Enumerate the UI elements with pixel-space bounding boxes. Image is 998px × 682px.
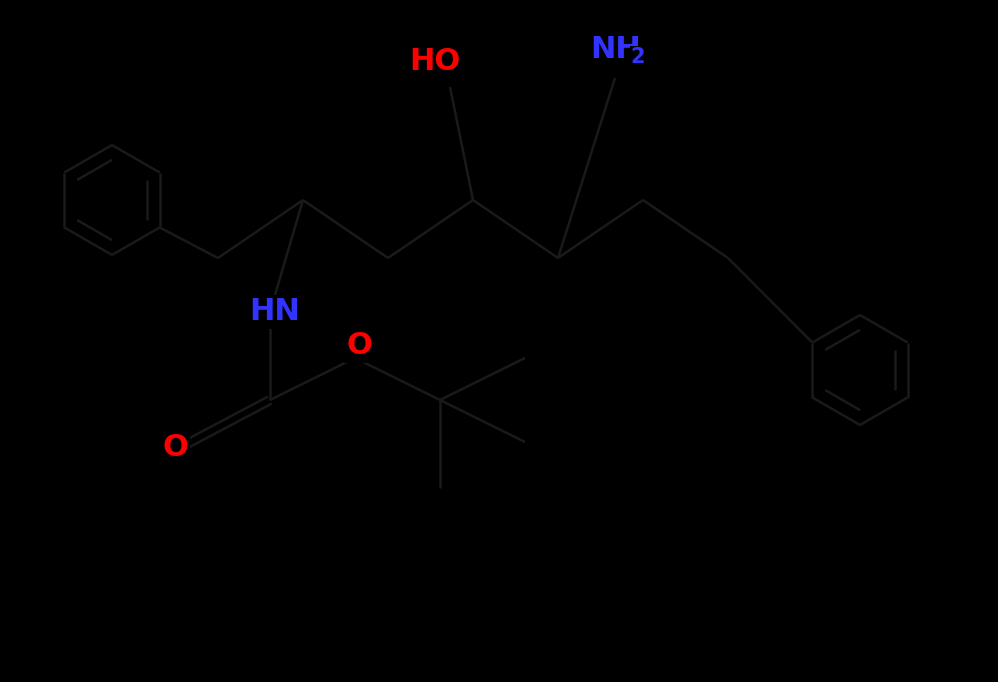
Text: O: O: [162, 432, 188, 462]
Text: NH: NH: [591, 35, 642, 65]
Text: O: O: [346, 331, 372, 361]
Text: HN: HN: [250, 297, 300, 327]
Text: HO: HO: [409, 48, 461, 76]
Text: 2: 2: [631, 47, 646, 67]
